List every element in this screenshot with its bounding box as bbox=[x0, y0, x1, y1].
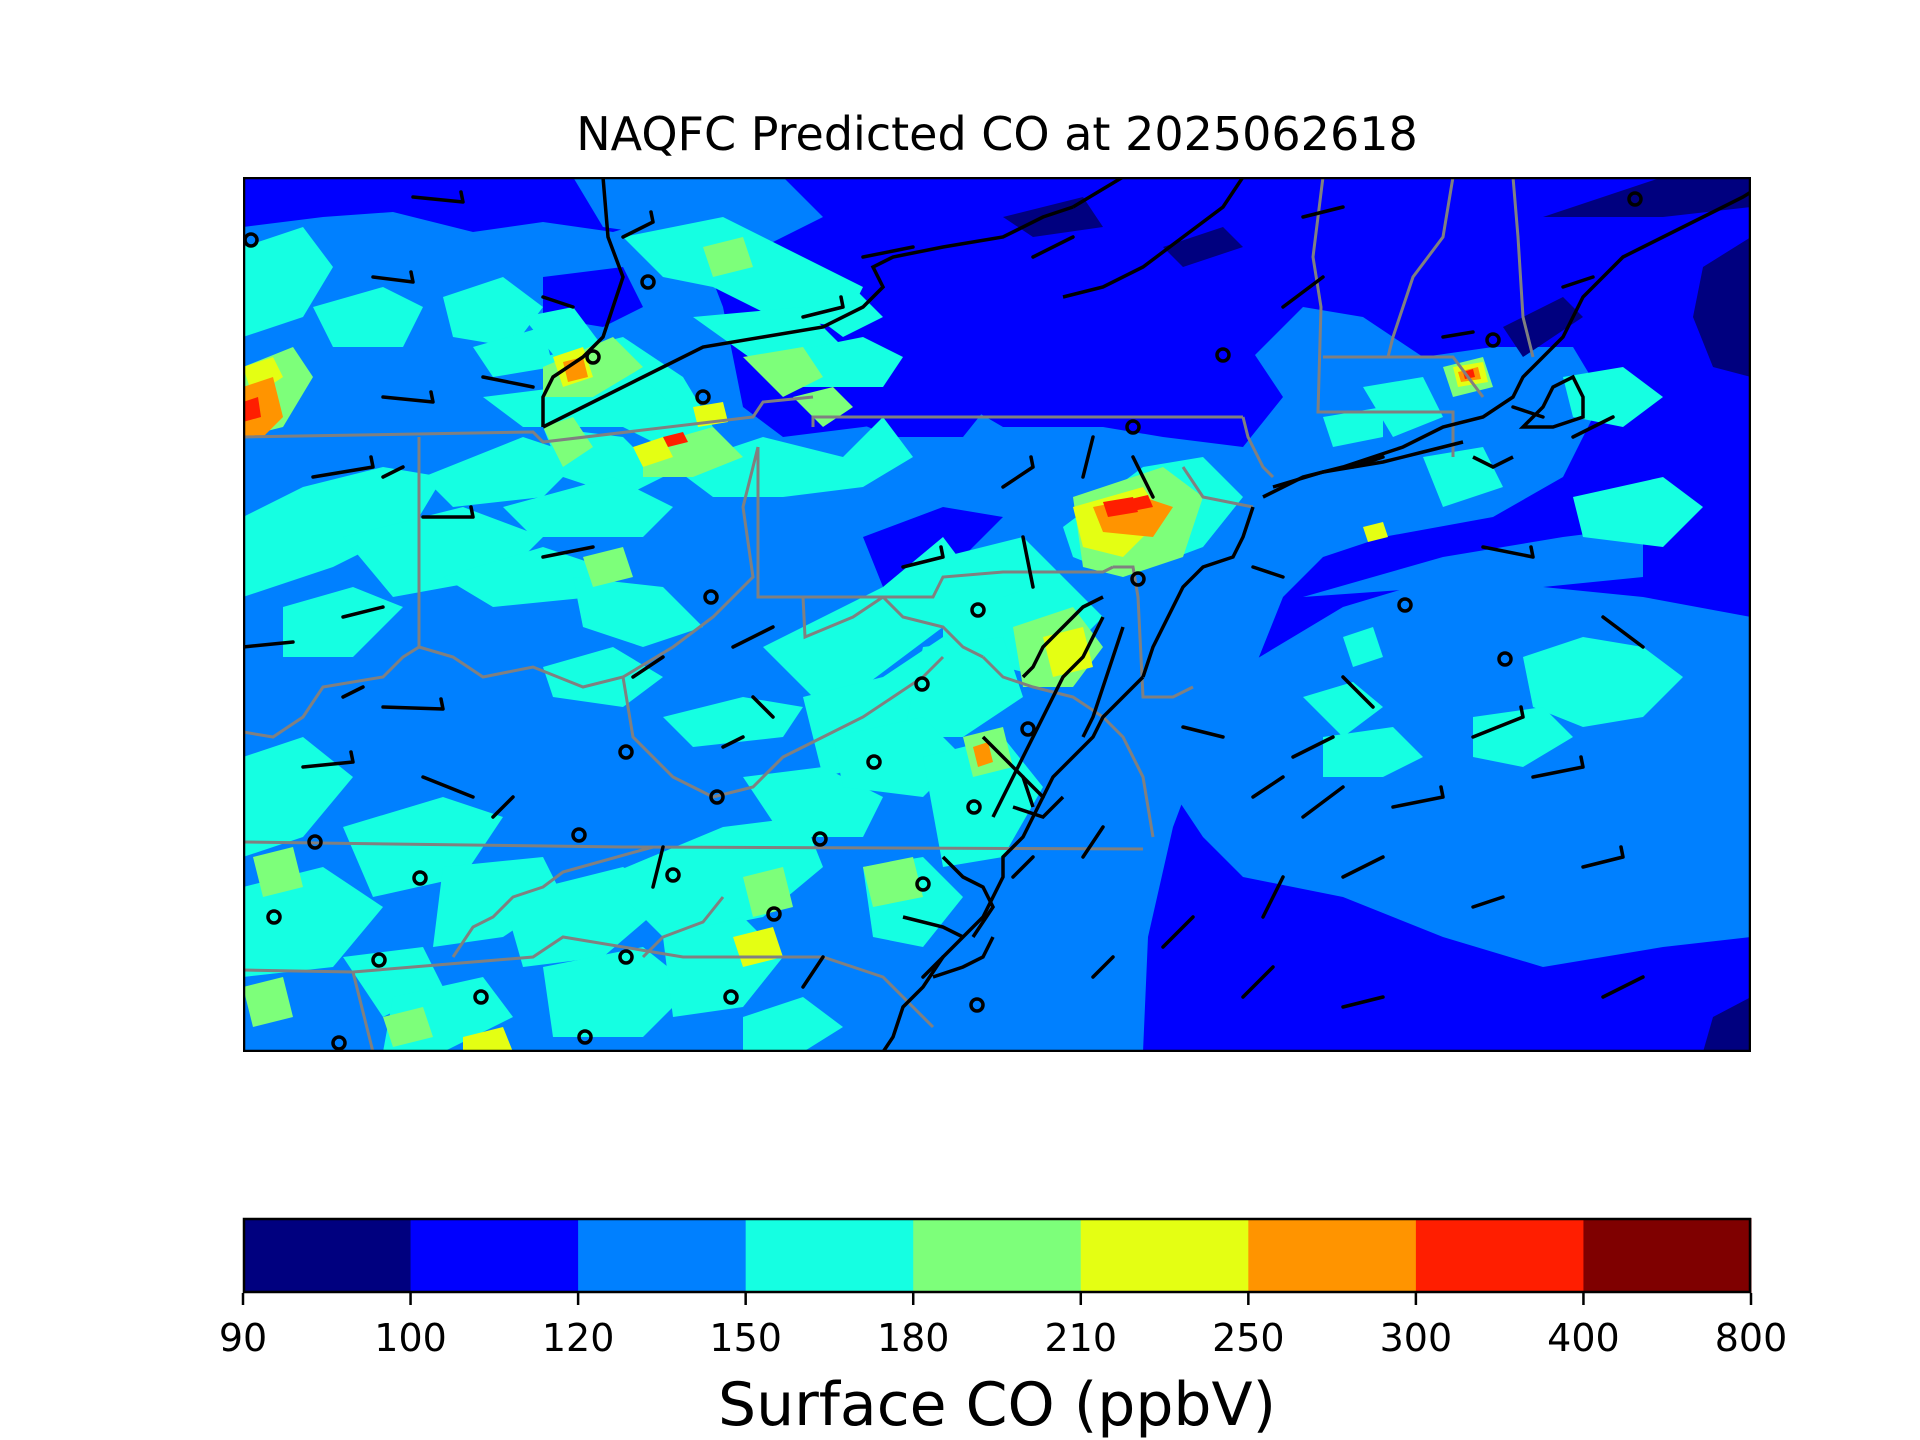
co-field-150-180 bbox=[243, 217, 1703, 1052]
colorbar-label: Surface CO (ppbV) bbox=[718, 1370, 1276, 1440]
colorbar-tick-label: 800 bbox=[1714, 1316, 1788, 1360]
colorbar-tick-label: 210 bbox=[1044, 1316, 1118, 1360]
map-title: NAQFC Predicted CO at 2025062618 bbox=[576, 107, 1418, 161]
wind-barbs bbox=[243, 190, 1645, 1009]
map-frame bbox=[243, 177, 1751, 1052]
colorbar-tick-label: 300 bbox=[1379, 1316, 1453, 1360]
coastlines bbox=[541, 177, 1751, 1052]
colorbar-segment bbox=[1583, 1218, 1752, 1293]
colorbar-segment bbox=[913, 1218, 1082, 1293]
colorbar-segment bbox=[745, 1218, 914, 1293]
colorbar-segment bbox=[1080, 1218, 1249, 1293]
colorbar-tick-label: 400 bbox=[1547, 1316, 1620, 1360]
co-field-90-100 bbox=[1003, 177, 1751, 1052]
colorbar-segment bbox=[243, 1218, 412, 1293]
colorbar-tick-label: 90 bbox=[218, 1316, 268, 1360]
co-map bbox=[243, 177, 1751, 1052]
co-field-300-400 bbox=[243, 369, 1475, 517]
colorbar-segment bbox=[410, 1218, 579, 1293]
colorbar-tick-label: 180 bbox=[876, 1316, 950, 1360]
colorbar-segment bbox=[1248, 1218, 1417, 1293]
colorbar-segment bbox=[578, 1218, 747, 1293]
colorbar-tick-label: 150 bbox=[709, 1316, 782, 1360]
colorbar-frame bbox=[242, 1217, 1752, 1294]
colorbar-segment bbox=[1415, 1218, 1584, 1293]
colorbar-tick-label: 100 bbox=[374, 1316, 447, 1360]
station-markers bbox=[243, 191, 1643, 1051]
colorbar-tick-label: 250 bbox=[1212, 1316, 1285, 1360]
state-borders bbox=[243, 177, 1535, 1052]
colorbar bbox=[241, 1217, 1753, 1305]
colorbar-tick-label: 120 bbox=[541, 1316, 615, 1360]
